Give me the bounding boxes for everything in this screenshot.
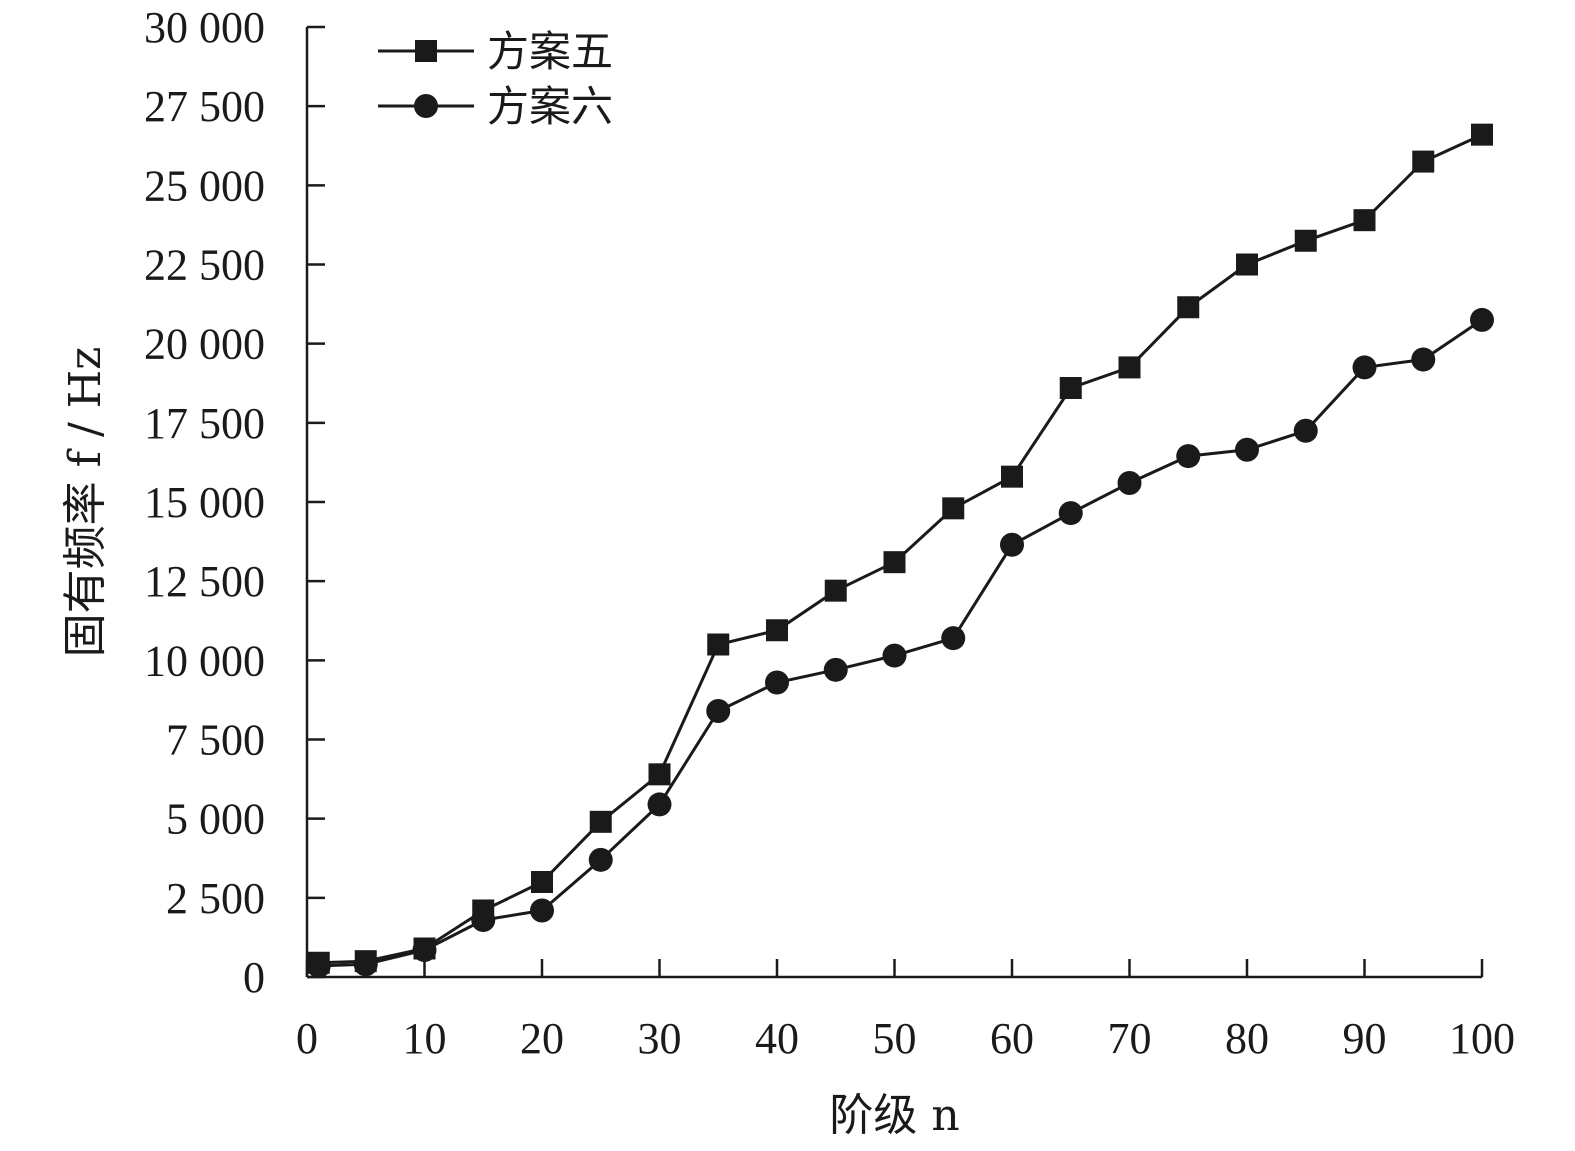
data-point-circle <box>882 643 907 668</box>
data-point-square <box>1471 123 1493 146</box>
data-point-circle <box>647 792 672 817</box>
data-point-circle <box>1117 471 1142 495</box>
y-axis-title: 固有频率 f / Hz <box>60 347 111 658</box>
data-point-square <box>1059 377 1082 399</box>
data-point-circle <box>1176 444 1201 469</box>
data-point-square <box>1412 150 1435 173</box>
data-point-circle <box>1058 501 1083 526</box>
x-axis-title: 阶级 n <box>829 1090 959 1141</box>
data-point-square <box>531 871 553 893</box>
x-tick-label: 10 <box>403 1014 447 1063</box>
data-point-circle <box>530 898 554 923</box>
y-tick-label: 27 500 <box>144 82 265 131</box>
x-tick-label: 60 <box>990 1014 1034 1063</box>
data-point-square <box>648 763 671 786</box>
data-point-circle <box>1470 307 1494 332</box>
legend-marker-circle <box>414 94 438 118</box>
y-tick-label: 15 000 <box>144 478 265 527</box>
x-tick-label: 40 <box>755 1014 799 1063</box>
data-point-circle <box>353 952 378 977</box>
data-point-circle <box>588 847 613 872</box>
x-tick-label: 80 <box>1225 1014 1269 1063</box>
y-tick-label: 22 500 <box>144 241 265 290</box>
x-tick-label: 100 <box>1449 1014 1515 1063</box>
y-tick-label: 30 000 <box>144 3 265 52</box>
data-point-circle <box>471 908 496 932</box>
data-point-square <box>883 551 906 574</box>
y-tick-label: 20 000 <box>144 320 265 369</box>
data-point-square <box>1294 229 1317 252</box>
legend-entry: 方案六 <box>378 82 613 131</box>
data-point-square <box>707 633 730 656</box>
data-point-square <box>942 497 965 520</box>
y-tick-label: 5 000 <box>166 795 265 844</box>
legend-label: 方案六 <box>487 82 613 131</box>
data-point-circle <box>1411 347 1436 372</box>
data-point-circle <box>1352 355 1377 380</box>
data-point-circle <box>765 670 789 695</box>
data-point-circle <box>706 699 731 723</box>
axes <box>305 27 1482 979</box>
series-line <box>318 133 1483 965</box>
series-circle <box>306 307 1494 978</box>
y-tick-label: 17 500 <box>144 399 265 448</box>
data-point-square <box>1353 209 1376 232</box>
y-tick-label: 12 500 <box>144 557 265 606</box>
data-point-square <box>1118 356 1141 379</box>
data-point-circle <box>1293 418 1318 443</box>
legend-label: 方案五 <box>487 27 613 76</box>
y-tick-label: 0 <box>243 953 265 1002</box>
series-layer <box>306 123 1494 978</box>
y-axis-ticks: 0 2 500 5 000 7 500 10 000 12 500 15 000 17 500… <box>144 3 325 1002</box>
data-point-circle <box>306 953 331 978</box>
data-point-square <box>1177 296 1200 319</box>
x-tick-label: 0 <box>296 1014 318 1063</box>
x-axis-ticks: 0 10 20 30 40 50 60 70 80 90 100 <box>296 959 1515 1063</box>
data-point-square <box>1001 465 1023 488</box>
y-tick-label: 25 000 <box>144 161 265 210</box>
x-tick-label: 30 <box>638 1014 682 1063</box>
data-point-circle <box>1000 532 1024 557</box>
y-tick-label: 7 500 <box>166 716 265 765</box>
data-point-square <box>589 810 612 833</box>
data-point-square <box>766 619 788 642</box>
data-point-circle <box>412 938 437 963</box>
y-tick-label: 10 000 <box>144 636 265 685</box>
data-point-circle <box>941 626 966 651</box>
legend-marker-square <box>415 40 437 62</box>
x-tick-label: 70 <box>1108 1014 1152 1063</box>
data-point-circle <box>1235 437 1259 462</box>
legend-entry: 方案五 <box>378 27 613 76</box>
series-square <box>307 123 1493 974</box>
x-tick-label: 20 <box>520 1014 564 1063</box>
y-tick-label: 2 500 <box>166 874 265 923</box>
x-tick-label: 90 <box>1343 1014 1387 1063</box>
series-line <box>318 318 1483 968</box>
data-point-circle <box>823 657 848 682</box>
data-point-square <box>824 579 847 602</box>
data-point-square <box>1236 253 1258 276</box>
x-tick-label: 50 <box>873 1014 917 1063</box>
